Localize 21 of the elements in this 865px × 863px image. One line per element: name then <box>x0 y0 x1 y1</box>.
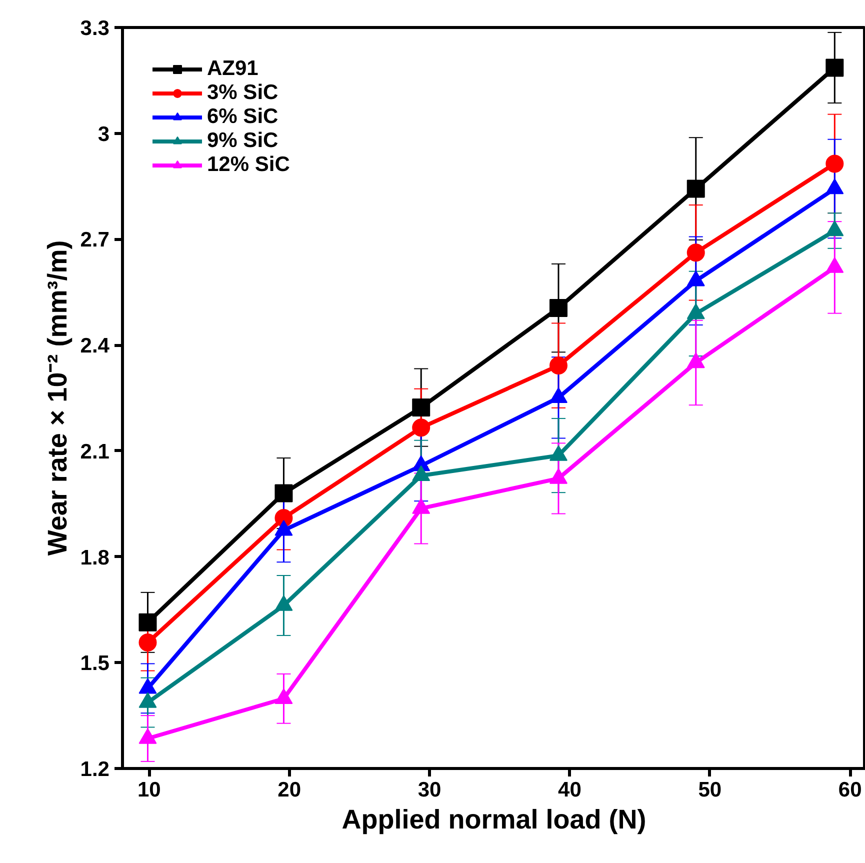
legend-label: 6% SiC <box>207 105 278 129</box>
y-tick-label: 3 <box>98 122 110 146</box>
y-axis-title: Wear rate × 10⁻² (mm³/m) <box>42 240 72 556</box>
x-tick-label: 30 <box>418 778 442 802</box>
legend-label: 3% SiC <box>207 81 278 105</box>
x-tick-label: 20 <box>278 778 302 802</box>
legend-label: AZ91 <box>207 57 258 81</box>
y-tick-label: 1.8 <box>80 546 110 570</box>
y-tick-label: 2.1 <box>80 440 110 464</box>
x-tick-label: 60 <box>838 778 862 802</box>
y-tick-label: 1.2 <box>80 758 110 781</box>
y-tick-label: 2.7 <box>80 228 110 252</box>
y-tick-label: 3.3 <box>80 17 110 40</box>
x-tick-label: 50 <box>698 778 722 802</box>
y-tick-label: 1.5 <box>80 652 110 676</box>
x-tick-label: 40 <box>558 778 582 802</box>
x-tick-label: 10 <box>137 778 161 802</box>
x-axis-title: Applied normal load (N) <box>342 804 646 834</box>
legend-label: 9% SiC <box>207 129 278 153</box>
legend-label: 12% SiC <box>207 153 290 177</box>
y-tick-label: 2.4 <box>80 334 110 358</box>
